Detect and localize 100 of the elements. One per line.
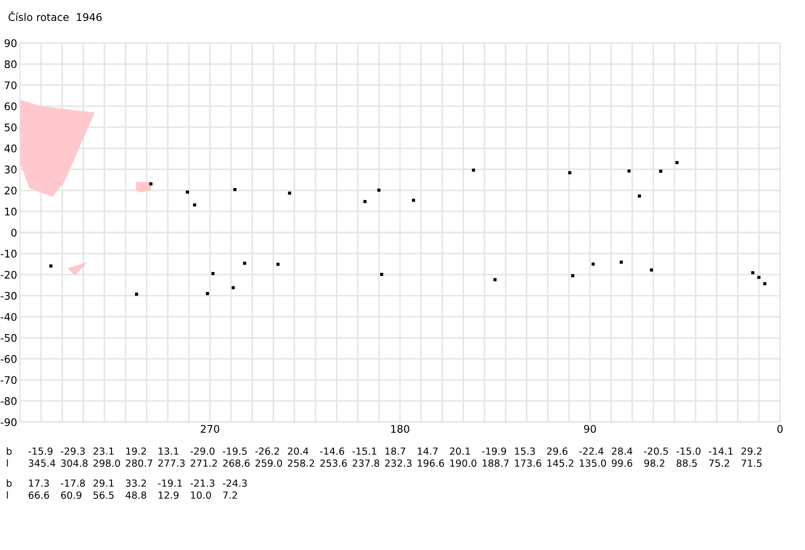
text: -19.1 [158, 479, 182, 487]
text: -15.1 [352, 448, 376, 455]
point [763, 282, 766, 286]
text: -21.3 [190, 479, 214, 487]
text: -14.6 [320, 447, 344, 455]
text: 33.2 [126, 479, 146, 487]
y-tick-label: 70 [4, 81, 17, 90]
y-tick-label: -20 [0, 270, 17, 279]
text: 173.6 [515, 459, 542, 467]
text: 304.8 [61, 459, 88, 467]
point [232, 286, 235, 290]
text: 28.4 [612, 447, 632, 455]
text: 145.2 [547, 459, 574, 467]
text: 259.0 [256, 459, 282, 467]
point [380, 272, 384, 276]
text: 196.6 [418, 459, 444, 467]
point [650, 268, 653, 272]
text: 48.8 [126, 491, 146, 499]
text: 99.6 [612, 459, 632, 467]
text: 12.9 [158, 491, 179, 499]
point [659, 170, 662, 173]
point [493, 278, 497, 282]
text: b [6, 447, 12, 455]
text: 29.1 [94, 479, 114, 487]
y-tick-label: 90 [4, 39, 17, 48]
y-tick-label: 30 [4, 166, 17, 174]
text: 253.6 [320, 459, 347, 467]
text: 280.7 [126, 459, 152, 467]
point [571, 274, 574, 278]
y-tick-label: -80 [0, 397, 17, 406]
point [472, 168, 476, 172]
point [638, 194, 641, 198]
text: 71.5 [742, 460, 762, 467]
text: 232.3 [385, 459, 412, 467]
text: 19.2 [126, 447, 146, 455]
point [186, 190, 189, 194]
y-tick-label: 80 [4, 60, 17, 68]
text: -15.0 [676, 447, 701, 455]
text: 10.0 [191, 491, 211, 499]
point [193, 203, 196, 206]
y-tick-label: 20 [4, 186, 17, 194]
point [568, 171, 572, 174]
text: -20.5 [644, 447, 668, 455]
x-tick-label: 90 [584, 424, 596, 433]
text: 98.2 [644, 459, 664, 467]
point [751, 271, 754, 274]
y-tick-label: 60 [4, 102, 17, 110]
point [363, 200, 367, 204]
point [149, 182, 152, 186]
text: -29.3 [60, 447, 85, 455]
text: 18.7 [385, 447, 406, 455]
point [233, 188, 236, 192]
text: l [6, 491, 8, 499]
point [628, 169, 631, 173]
text: 135.0 [580, 459, 606, 467]
point [49, 264, 52, 268]
y-tick-label: -70 [0, 376, 17, 384]
x-tick-label: 0 [777, 424, 783, 433]
text: 14.7 [418, 448, 438, 455]
text: -15.9 [28, 447, 52, 455]
text: -14.1 [708, 448, 733, 455]
text: -19.9 [482, 447, 506, 455]
y-tick-label: -40 [0, 312, 17, 321]
text: 268.6 [223, 459, 250, 467]
point [206, 292, 210, 296]
text: 88.5 [676, 459, 697, 467]
point [377, 188, 380, 192]
y-tick-label: -90 [0, 418, 17, 426]
text: 60.9 [61, 491, 82, 499]
point [288, 192, 292, 195]
y-tick-label: -50 [0, 334, 17, 342]
point [412, 198, 416, 202]
x-tick-label: 180 [391, 424, 410, 433]
text: 66.6 [28, 491, 50, 499]
point [134, 292, 138, 296]
y-tick-label: -60 [0, 355, 17, 363]
text: -29.0 [190, 447, 215, 455]
y-tick-label: -30 [0, 292, 17, 300]
point [620, 260, 623, 264]
text: 13.1 [158, 447, 178, 455]
y-tick-label: 0 [11, 228, 17, 237]
y-tick-label: 10 [5, 208, 17, 216]
text: 75.2 [709, 459, 730, 467]
text: 188.7 [482, 459, 509, 467]
text: -22.4 [579, 447, 604, 455]
text: -24.3 [222, 479, 247, 487]
text: 17.3 [29, 479, 49, 487]
text: l [6, 459, 8, 467]
chart-title: Číslo rotace 1946 [8, 11, 102, 22]
point [675, 161, 679, 164]
text: 271.2 [190, 459, 217, 467]
text: 7.2 [223, 491, 237, 499]
text: -17.8 [60, 479, 85, 487]
text: 23.1 [94, 447, 114, 455]
text: -26.2 [255, 447, 279, 455]
text: 345.4 [28, 459, 56, 467]
point [211, 272, 215, 276]
text: 258.2 [288, 459, 314, 467]
point [276, 262, 280, 266]
y-tick-label: 50 [4, 123, 17, 132]
